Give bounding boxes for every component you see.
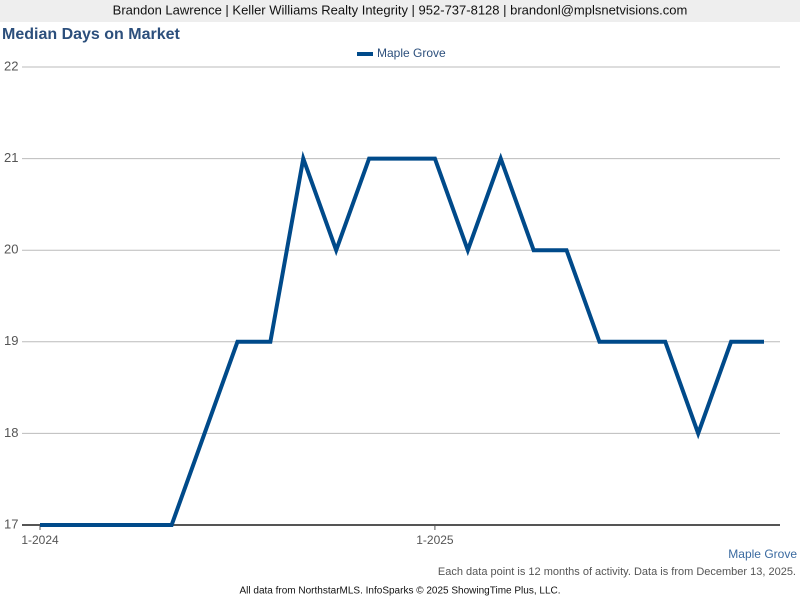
y-tick-label: 18 xyxy=(4,425,18,440)
y-tick-label: 22 xyxy=(4,58,18,73)
footer-credit: All data from NorthstarMLS. InfoSparks ©… xyxy=(239,586,560,597)
y-tick-label: 17 xyxy=(4,516,18,531)
footer-note: Each data point is 12 months of activity… xyxy=(438,566,796,578)
y-tick-label: 20 xyxy=(4,242,18,257)
x-tick-label: 1-2024 xyxy=(21,533,59,547)
data-line xyxy=(40,150,764,527)
y-tick-label: 19 xyxy=(4,333,18,348)
chart-title: Median Days on Market xyxy=(2,26,181,43)
y-tick-label: 21 xyxy=(4,150,18,165)
header-bar xyxy=(0,0,800,22)
header-text: Brandon Lawrence | Keller Williams Realt… xyxy=(113,2,688,17)
legend-label: Maple Grove xyxy=(377,46,446,60)
series-label: Maple Grove xyxy=(728,547,797,561)
x-tick-label: 1-2025 xyxy=(416,533,454,547)
